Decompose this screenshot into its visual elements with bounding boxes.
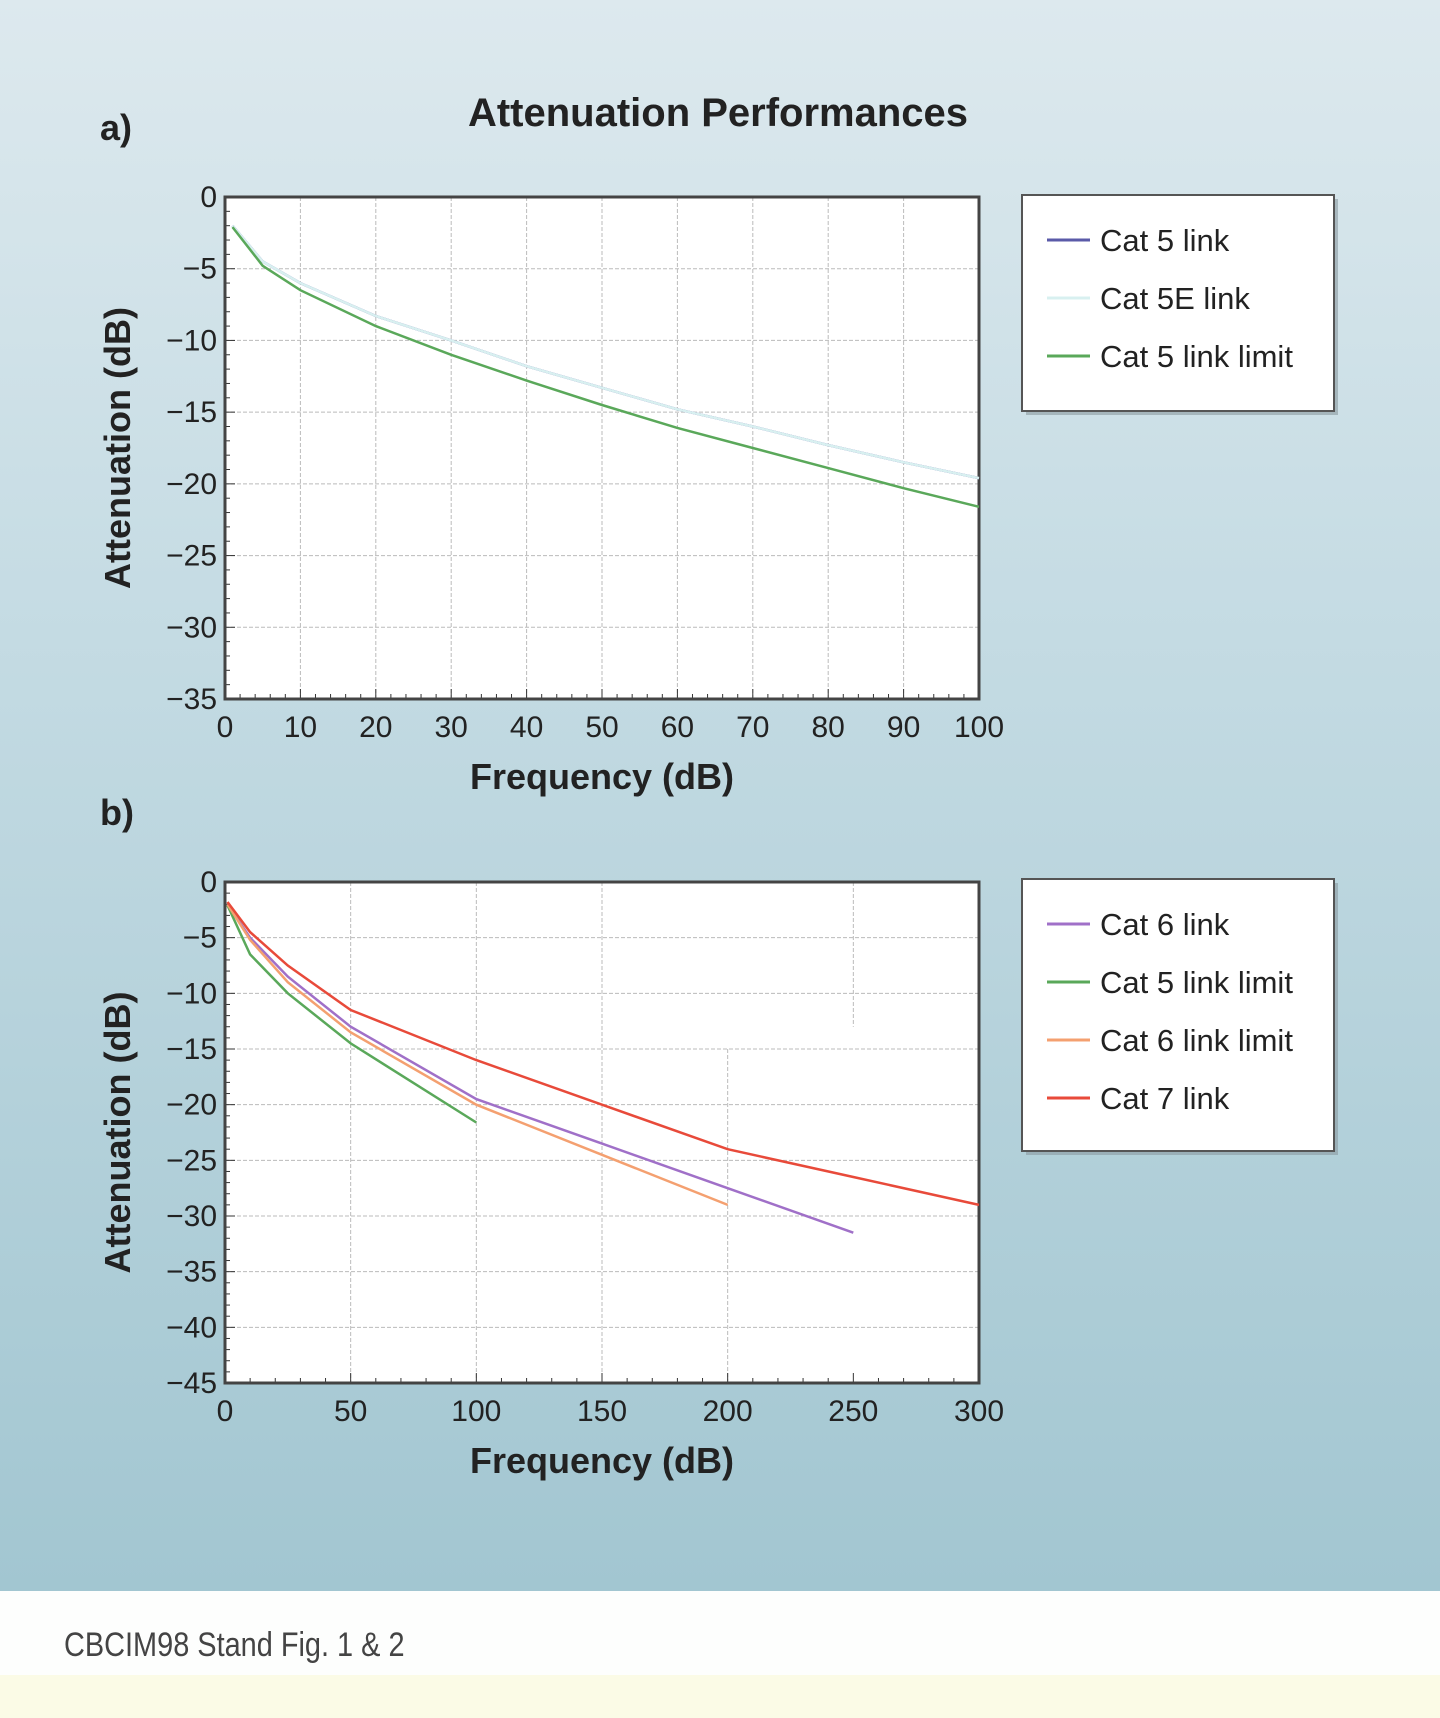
x-tick-label: 50 [585, 711, 618, 744]
chart-panel-2: b) 0 50 100 150 200 250 300 0 −5 −10 −15 −20 −25 −30 −3… [97, 792, 1338, 1481]
y-tick-label: −10 [166, 324, 217, 357]
series-line-cat-5-link-limit [231, 226, 980, 509]
x-tick-label: 0 [217, 711, 234, 744]
y-tick-label: −5 [183, 922, 217, 955]
legend-item: Cat 6 link limit [1100, 1023, 1293, 1058]
y-tick-label: −35 [166, 1256, 217, 1289]
series-line-cat-6-link [226, 903, 854, 1234]
legend-item: Cat 5 link limit [1100, 965, 1293, 1000]
series-line-cat-7-link [226, 901, 980, 1207]
x-tick-label: 40 [510, 711, 543, 744]
legend-item: Cat 5 link limit [1100, 339, 1293, 374]
x-tick-label: 60 [661, 711, 694, 744]
x-tick-label: 20 [359, 711, 392, 744]
x-tick-label: 70 [736, 711, 769, 744]
x-axis-label: Frequency (dB) [470, 756, 734, 797]
x-tick-label: 200 [703, 1395, 753, 1428]
x-tick-label: 30 [435, 711, 468, 744]
x-tick-label: 50 [334, 1395, 367, 1428]
x-tick-label: 80 [812, 711, 845, 744]
legend-item: Cat 5E link [1100, 281, 1250, 316]
chart-title: Attenuation Performances [468, 91, 968, 135]
y-tick-label: 0 [200, 181, 217, 214]
panel-label: b) [100, 792, 134, 833]
y-tick-label: −10 [166, 977, 217, 1010]
panel-label: a) [100, 107, 132, 148]
x-tick-label: 100 [451, 1395, 501, 1428]
y-tick-label: −20 [166, 468, 217, 501]
footer [0, 1591, 1440, 1675]
x-axis-label: Frequency (dB) [470, 1440, 734, 1481]
x-tick-label: 100 [954, 711, 1004, 744]
x-tick-label: 250 [828, 1395, 878, 1428]
y-tick-label: −15 [166, 1033, 217, 1066]
y-tick-label: −30 [166, 1200, 217, 1233]
y-tick-label: −25 [166, 1144, 217, 1177]
y-tick-label: −30 [166, 611, 217, 644]
series-line-cat-5e-link [231, 224, 980, 480]
legend [1021, 194, 1335, 412]
plot-frame [223, 880, 981, 1385]
y-tick-label: −35 [166, 683, 217, 716]
x-tick-label: 150 [577, 1395, 627, 1428]
y-axis-label: Attenuation (dB) [97, 992, 138, 1274]
legend-item: Cat 7 link [1100, 1081, 1230, 1116]
legend-item: Cat 6 link [1100, 907, 1230, 942]
y-tick-label: −5 [183, 253, 217, 286]
figure-caption: CBCIM98 Stand Fig. 1 & 2 [64, 1626, 405, 1664]
charts: Attenuation Performances a) 0 10 20 30 40 50 60… [97, 91, 1338, 1481]
y-tick-label: −40 [166, 1311, 217, 1344]
chart-panel-1: a) 0 10 20 30 40 50 60 70 80 90 100 0 −5 −10 −15 −20 −25 −… [97, 107, 1338, 797]
y-tick-label: −45 [166, 1367, 217, 1400]
y-tick-label: −15 [166, 396, 217, 429]
y-tick-label: −25 [166, 540, 217, 573]
series-line-cat-6-link-limit [226, 903, 729, 1207]
legend-item: Cat 5 link [1100, 223, 1230, 258]
y-axis-label: Attenuation (dB) [97, 307, 138, 589]
y-tick-label: 0 [200, 866, 217, 899]
plot-frame [223, 195, 981, 701]
x-tick-label: 300 [954, 1395, 1004, 1428]
x-tick-label: 0 [217, 1395, 234, 1428]
plot-area [225, 197, 979, 699]
x-tick-label: 10 [284, 711, 317, 744]
y-tick-label: −20 [166, 1089, 217, 1122]
series-line-cat-5-link-limit [226, 904, 477, 1124]
x-tick-label: 90 [887, 711, 920, 744]
